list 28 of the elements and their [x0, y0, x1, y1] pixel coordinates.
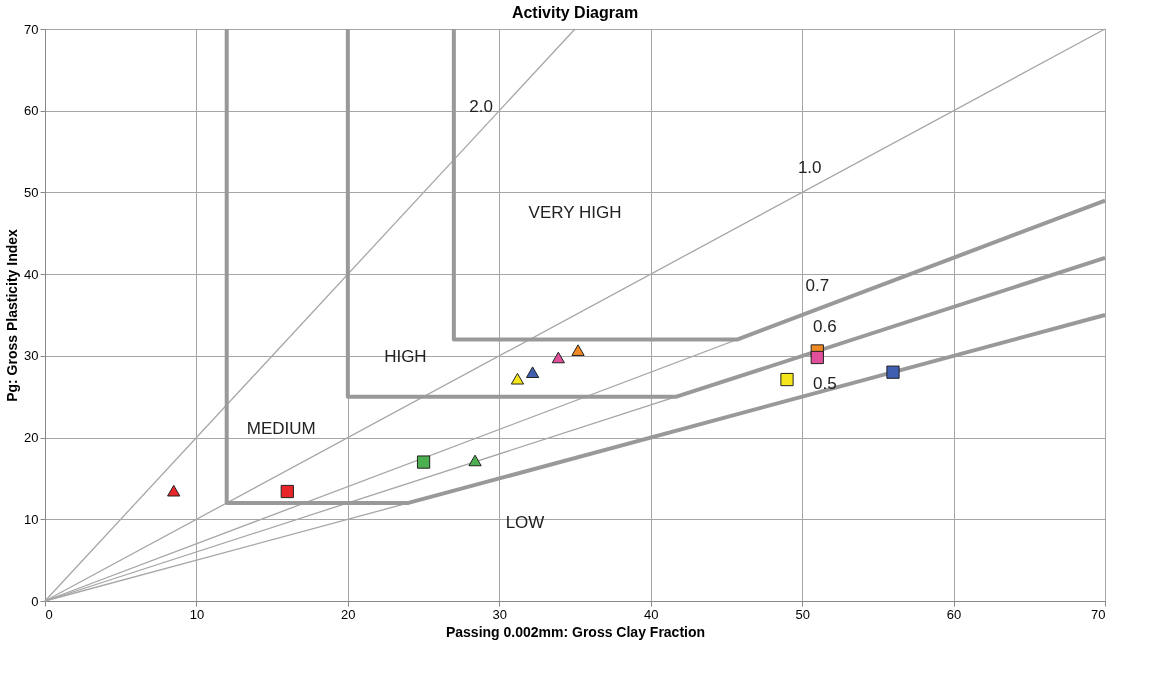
annotation: HIGH: [384, 347, 427, 367]
x-tick-label: 0: [45, 606, 53, 622]
y-tick-label: 40: [24, 266, 39, 282]
y-tick-label: 70: [24, 21, 39, 37]
annotation: VERY HIGH: [528, 202, 622, 222]
x-tick-label: 10: [189, 606, 205, 622]
x-tick-label: 30: [492, 606, 508, 622]
y-tick-label: 20: [24, 430, 39, 446]
annotation: LOW: [505, 513, 545, 533]
series-label: 0.5: [813, 374, 837, 394]
series-label: 1.0: [797, 157, 822, 177]
y-tick-label: 10: [24, 511, 39, 527]
y-tick-label: 60: [24, 103, 39, 119]
y-tick-label: 0: [31, 593, 39, 609]
x-tick-label: 50: [795, 606, 810, 622]
y-axis-title: Pg: Gross Plasticity Index: [4, 228, 21, 402]
y-tick-label: 30: [24, 348, 39, 364]
x-tick-label: 20: [341, 606, 356, 622]
series-label: 0.6: [813, 317, 837, 337]
annotation: MEDIUM: [246, 419, 316, 439]
x-tick-label: 40: [643, 606, 659, 622]
y-tick-label: 50: [24, 184, 39, 200]
x-tick-label: 60: [946, 606, 962, 622]
series-label: 0.7: [805, 276, 830, 296]
series-label: 2.0: [469, 96, 493, 116]
x-tick-label: 70: [1091, 606, 1106, 622]
chart-title: Activity Diagram: [511, 4, 639, 21]
x-axis-title: Passing 0.002mm: Gross Clay Fraction: [445, 623, 706, 640]
